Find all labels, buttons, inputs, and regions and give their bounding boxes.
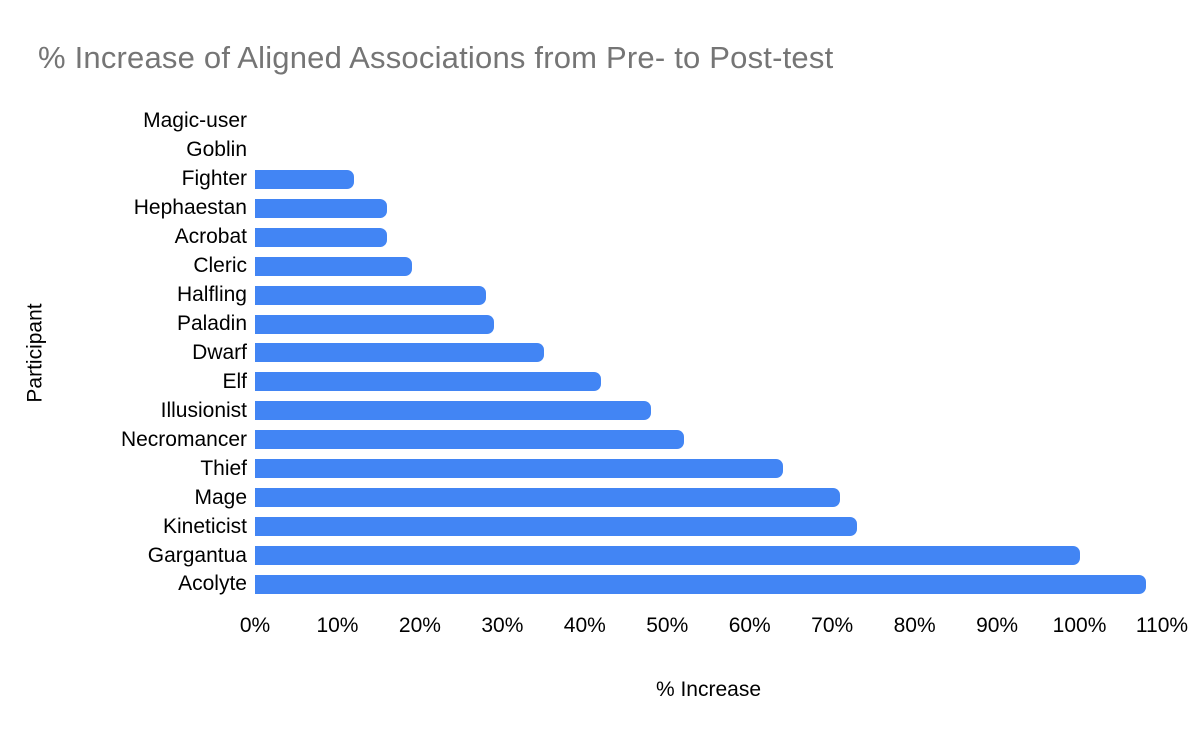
chart-row: Cleric [0, 252, 1200, 281]
chart-row: Magic-user [0, 107, 1200, 136]
x-axis-title: % Increase [655, 678, 762, 701]
bar-track [255, 223, 1162, 252]
chart-row: Hephaestan [0, 194, 1200, 223]
category-label: Gargantua [147, 543, 247, 567]
category-label: Dwarf [192, 340, 247, 364]
x-tick-label: 30% [481, 614, 524, 637]
bar-elf [255, 372, 602, 392]
chart-row: Acrobat [0, 223, 1200, 252]
bar-track [255, 310, 1162, 339]
chart-title: % Increase of Aligned Associations from … [38, 40, 834, 75]
category-label: Halfling [176, 283, 247, 307]
x-tick-label: 10% [316, 614, 359, 637]
bar-gargantua [255, 546, 1080, 566]
chart-row: Gargantua [0, 541, 1200, 570]
chart-row: Fighter [0, 165, 1200, 194]
bar-track [255, 136, 1162, 165]
bar-track [255, 367, 1162, 396]
bar-track [255, 107, 1162, 136]
chart-row: Dwarf [0, 339, 1200, 368]
chart-row: Illusionist [0, 396, 1200, 425]
chart-row: Goblin [0, 136, 1200, 165]
bar-track [255, 512, 1162, 541]
category-label: Kineticist [162, 514, 247, 538]
x-tick-label: 70% [811, 614, 854, 637]
bar-illusionist [255, 401, 651, 421]
chart-row: Thief [0, 454, 1200, 483]
bar-track [255, 281, 1162, 310]
bar-paladin [255, 314, 495, 334]
x-axis-ticks: 0% 10% 20% 30% 40% 50% 60% 70% 80% 90% 100% 110% [240, 614, 1188, 642]
bar-fighter [255, 169, 354, 189]
chart-row: Kineticist [0, 512, 1200, 541]
chart-row: Necromancer [0, 425, 1200, 454]
bar-track [255, 454, 1162, 483]
category-label: Necromancer [120, 427, 247, 451]
bar-acolyte [255, 574, 1146, 594]
category-label: Elf [222, 369, 247, 393]
bar-track [255, 252, 1162, 281]
category-label: Paladin [176, 312, 247, 336]
chart-rows: Magic-user Goblin Fighter Hephaestan Acrobat… [0, 107, 1200, 599]
bar-halfling [255, 285, 486, 305]
chart-row: Paladin [0, 310, 1200, 339]
x-tick-label: 80% [893, 614, 936, 637]
category-label: Fighter [181, 167, 247, 191]
bar-acrobat [255, 227, 387, 247]
category-label: Goblin [186, 138, 247, 162]
bar-kineticist [255, 517, 857, 537]
x-tick-label: 0% [239, 614, 271, 637]
category-label: Illusionist [160, 398, 247, 422]
x-tick-label: 20% [398, 614, 441, 637]
bar-track [255, 339, 1162, 368]
bar-track [255, 425, 1162, 454]
bar-track [255, 541, 1162, 570]
x-tick-label: 110% [1135, 614, 1189, 637]
bar-track [255, 194, 1162, 223]
x-tick-label: 100% [1052, 614, 1107, 637]
bar-track [255, 483, 1162, 512]
x-tick-label: 40% [563, 614, 606, 637]
chart-row: Halfling [0, 281, 1200, 310]
category-label: Mage [194, 485, 247, 509]
bar-track [255, 396, 1162, 425]
bar-track [255, 165, 1162, 194]
bar-dwarf [255, 343, 544, 363]
category-label: Magic-user [143, 109, 247, 133]
category-label: Acolyte [178, 572, 247, 596]
chart-row: Elf [0, 367, 1200, 396]
bar-track [255, 570, 1162, 599]
x-tick-label: 60% [728, 614, 771, 637]
x-tick-label: 50% [646, 614, 689, 637]
bar-mage [255, 488, 841, 508]
category-label: Acrobat [174, 225, 247, 249]
category-label: Thief [200, 456, 247, 480]
bar-necromancer [255, 430, 684, 450]
chart-row: Mage [0, 483, 1200, 512]
chart-row: Acolyte [0, 570, 1200, 599]
category-label: Hephaestan [133, 196, 247, 220]
bar-thief [255, 459, 783, 479]
x-tick-label: 90% [976, 614, 1019, 637]
bar-hephaestan [255, 198, 387, 218]
bar-cleric [255, 256, 412, 276]
category-label: Cleric [193, 254, 247, 278]
